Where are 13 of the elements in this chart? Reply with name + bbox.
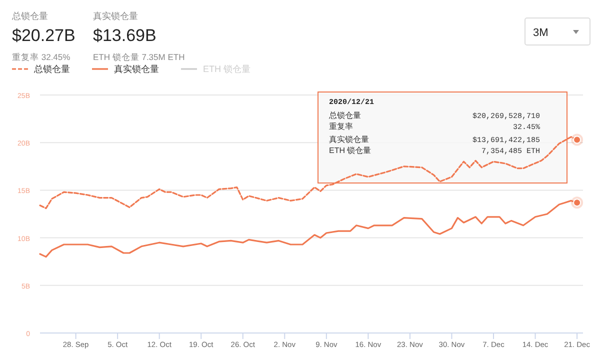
text: 重复率 32.45% [12,52,71,62]
text: 总锁仓量 [11,11,48,21]
legend-label: 真实锁仓量 [114,64,159,74]
legend-label: 总锁仓量 [33,64,70,74]
text: 3M [533,27,548,39]
text: $13.69B [93,26,156,45]
annotation: 总锁仓量 [328,111,361,120]
text: ETH 锁仓量 7.35M ETH [93,52,185,62]
text: 真实锁仓量 [93,11,138,21]
annotation: 重复率 [329,122,353,131]
text: $20.27B [12,26,76,45]
annotation: 真实锁仓量 [329,135,369,144]
annotation: ETH 锁仓量 [329,146,372,155]
